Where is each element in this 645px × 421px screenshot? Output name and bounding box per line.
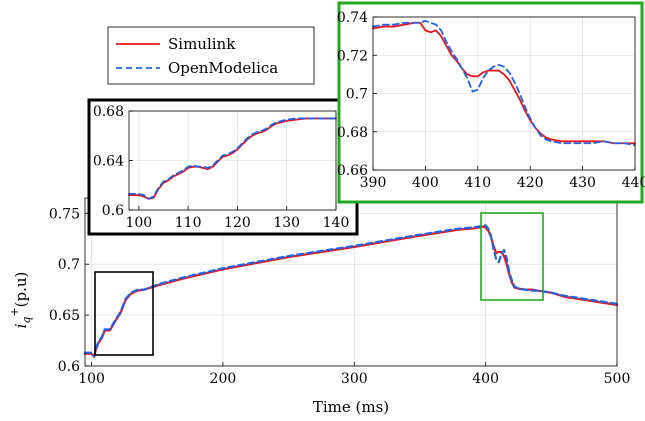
inset-right-series [372,19,636,147]
main-x-tick-label: 100 [78,371,105,387]
inset-right-y-tick-label: 0.72 [337,48,368,64]
legend-box [107,26,315,85]
inset-right-x-tick-label: 430 [569,175,596,191]
inset-left-x-tick-label: 120 [224,215,251,231]
x-axis-label: Time (ms) [313,398,389,416]
inset-left-y-tick-label: 0.68 [93,104,124,120]
main-y-tick-label: 0.75 [49,206,80,222]
inset-left-series [128,117,337,200]
inset-right-x-tick-label: 440 [622,175,645,191]
inset-right-x-tick-label: 390 [360,175,387,191]
inset-left-x-tick-label: 110 [175,215,202,231]
inset-right-y-tick-label: 0.66 [337,163,368,179]
legend: Simulink OpenModelica [107,26,315,85]
inset-right-y-tick-label: 0.74 [337,10,368,26]
inset-left-x-tick-label: 100 [125,215,152,231]
inset-right-series-openmodelica-line [372,19,636,147]
main-x-tick-label: 400 [472,371,499,387]
inset-left-x-tick-label: 130 [273,215,300,231]
y-axis-label: iq+(p.u) [8,272,33,329]
main-x-tick-label: 300 [341,371,368,387]
inset-left-y-tick-label: 0.64 [93,154,124,170]
inset-left-series-openmodelica-line [128,117,337,200]
zoom-box-right [480,212,544,301]
inset-right-y-tick-label: 0.68 [337,125,368,141]
inset-left-y-tick-label: 0.6 [102,203,124,219]
inset-left-x-tick-label: 140 [323,215,350,231]
main-y-tick-label: 0.7 [58,257,80,273]
inset-right-plot-frame [372,16,636,171]
inset-left: 100 110 120 130 140 0.6 0.64 0.68 [87,98,359,236]
zoom-box-left [94,271,154,356]
inset-right-x-tick-label: 400 [412,175,439,191]
inset-right-x-tick-label: 410 [464,175,491,191]
main-x-tick-label: 500 [604,371,631,387]
main-series [83,224,619,358]
main-x-tick-label: 200 [210,371,237,387]
inset-right-border [337,1,644,204]
main-y-tick-label: 0.65 [49,308,80,324]
inset-right-x-tick-label: 420 [517,175,544,191]
inset-right-y-tick-label: 0.7 [346,87,368,103]
inset-right-series-simulink-line [372,21,636,145]
legend-label-simulink: Simulink [168,35,236,53]
inset-right: 390 400 410 420 430 440 0.66 0.68 0.7 0.72 0.74 [337,1,645,204]
main-series-openmodelica-line [83,224,619,358]
main-y-tick-label: 0.6 [58,359,80,375]
inset-left-plot-frame [128,110,337,211]
legend-label-openmodelica: OpenModelica [168,59,278,77]
inset-left-tick-labels: 100 110 120 130 140 0.6 0.64 0.68 [93,104,350,231]
main-tick-labels: 100 200 300 400 500 0.6 0.65 0.7 0.75 [49,206,631,387]
inset-right-tick-labels: 390 400 410 420 430 440 0.66 0.68 0.7 0.72 0.74 [337,10,645,191]
